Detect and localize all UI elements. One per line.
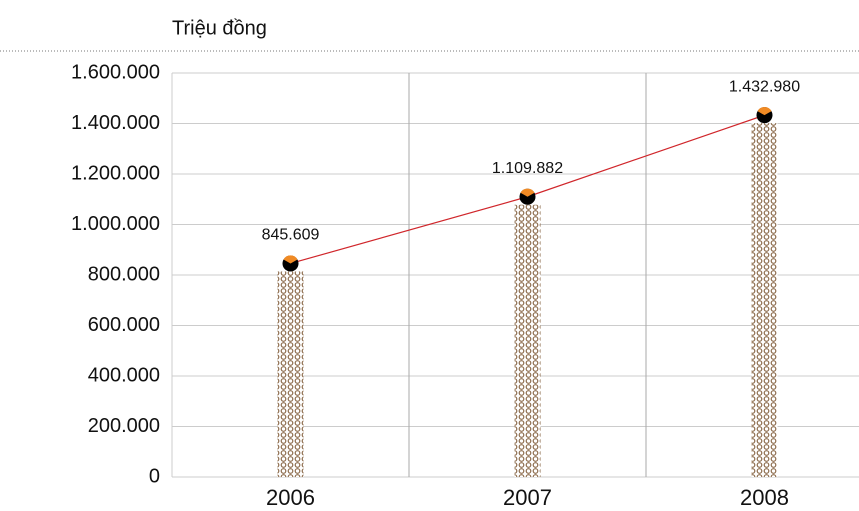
- bar: [751, 123, 778, 477]
- y-tick-label: 400.000: [88, 364, 160, 386]
- y-tick-label: 600.000: [88, 314, 160, 336]
- y-tick-label: 200.000: [88, 415, 160, 437]
- axis-title: Triệu đồng: [172, 17, 267, 39]
- x-tick-label: 2008: [740, 485, 789, 510]
- y-tick-label: 1.600.000: [71, 61, 160, 83]
- bar: [277, 271, 304, 477]
- y-tick-label: 0: [149, 465, 160, 487]
- y-tick-label: 1.200.000: [71, 162, 160, 184]
- bar: [514, 204, 541, 477]
- y-tick-label: 800.000: [88, 263, 160, 285]
- marker-cap: [757, 107, 772, 116]
- marker-cap: [283, 255, 298, 264]
- data-label: 1.109.882: [492, 160, 563, 177]
- data-label: 845.609: [262, 227, 320, 244]
- y-tick-label: 1.400.000: [71, 112, 160, 134]
- marker-cap: [520, 188, 535, 197]
- y-tick-label: 1.000.000: [71, 213, 160, 235]
- x-tick-label: 2006: [266, 485, 315, 510]
- data-label: 1.432.980: [729, 78, 800, 95]
- x-tick-label: 2007: [503, 485, 552, 510]
